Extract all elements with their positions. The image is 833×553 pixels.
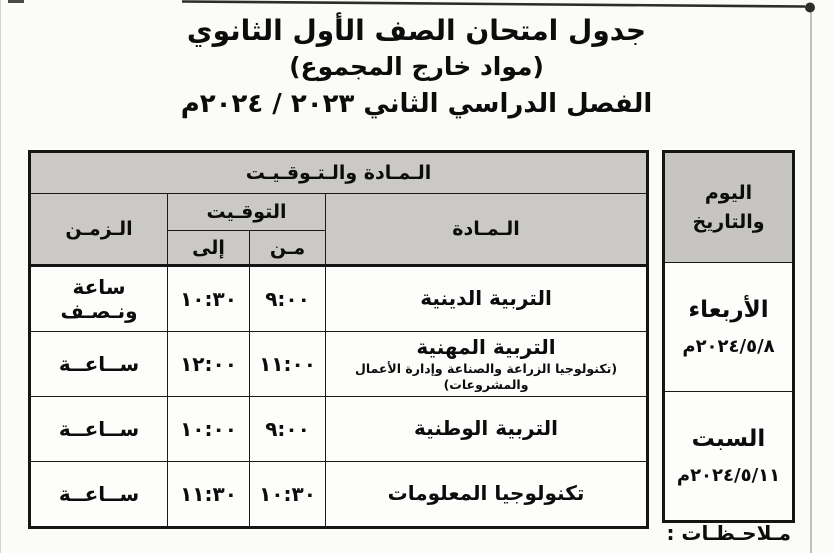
duration-cell: ســاعــة	[28, 396, 169, 462]
duration-cell: ســاعــة	[28, 331, 169, 397]
time-from: ١١:٠٠	[249, 331, 327, 397]
day-name: الأربعاء	[688, 297, 769, 323]
column-header-subject: الـمـادة	[325, 193, 649, 267]
subject-cell: التربية الوطنية	[325, 396, 649, 462]
table-row: التربية المهنية (تكنولوجيا الزراعة والصن…	[28, 331, 649, 397]
day-cell: الأربعاء ٢٠٢٤/٥/٨م	[663, 262, 794, 392]
column-header-duration: الـزمـن	[28, 193, 169, 267]
subject-cell: تكنولوجيا المعلومات	[325, 461, 649, 528]
subject-name: التربية المهنية	[416, 335, 556, 360]
column-header-to: إلى	[167, 230, 251, 267]
table-row: التربية الدينية ٩:٠٠ ١٠:٣٠ ساعة ونـصـف	[28, 265, 649, 332]
day-date: ٢٠٢٤/٥/٨م	[682, 336, 775, 357]
subject-name: التربية الدينية	[420, 286, 552, 310]
day-cell: السبت ٢٠٢٤/٥/١١م	[663, 391, 794, 522]
day-date-header: اليوم والتاريخ	[663, 151, 794, 263]
notes-label: مـلاحـظـات :	[666, 521, 791, 545]
day-date-table: اليوم والتاريخ الأربعاء ٢٠٢٤/٥/٨م السبت …	[662, 150, 795, 523]
day-name: السبت	[691, 426, 766, 452]
table-row: تكنولوجيا المعلومات ١٠:٣٠ ١١:٣٠ ســاعــة	[28, 461, 649, 528]
subject-cell: التربية المهنية (تكنولوجيا الزراعة والصن…	[325, 331, 649, 397]
title-block: جدول امتحان الصف الأول الثانوي (مواد خار…	[0, 14, 833, 119]
time-to: ١٢:٠٠	[167, 331, 251, 397]
time-to: ١٠:٣٠	[167, 265, 251, 332]
day-date: ٢٠٢٤/٥/١١م	[676, 465, 781, 486]
table-row: التربية الوطنية ٩:٠٠ ١٠:٠٠ ســاعــة	[28, 396, 649, 462]
duration-cell: ســاعــة	[28, 461, 169, 528]
column-header-timing: التوقـيت	[167, 193, 327, 231]
semester-line: الفصل الدراسي الثاني ٢٠٢٣ / ٢٠٢٤م	[180, 89, 653, 119]
time-to: ١٠:٠٠	[167, 396, 251, 462]
subject-name: تكنولوجيا المعلومات	[387, 481, 585, 505]
subject-name: التربية الوطنية	[414, 416, 558, 440]
time-from: ٩:٠٠	[249, 265, 327, 332]
subject-cell: التربية الدينية	[325, 265, 649, 332]
scan-artifact-left-edge	[0, 0, 1, 553]
duration-cell: ساعة ونـصـف	[28, 265, 169, 332]
time-from: ١٠:٣٠	[249, 461, 327, 528]
header-subject-and-timing: الـمـادة والـتـوقـيـت	[28, 151, 649, 194]
subject-timing-table: الـمـادة والـتـوقـيـت الـمـادة التوقـيت …	[28, 150, 650, 529]
page-subtitle: (مواد خارج المجموع)	[289, 52, 544, 81]
time-to: ١١:٣٠	[167, 461, 251, 528]
subject-note: (تكنولوجيا الزراعة والصناعة وإدارة الأعم…	[354, 361, 618, 392]
column-header-from: مـن	[249, 230, 327, 267]
page-title: جدول امتحان الصف الأول الثانوي	[186, 14, 647, 47]
scan-artifact-right-edge	[810, 12, 812, 553]
time-from: ٩:٠٠	[249, 396, 327, 462]
